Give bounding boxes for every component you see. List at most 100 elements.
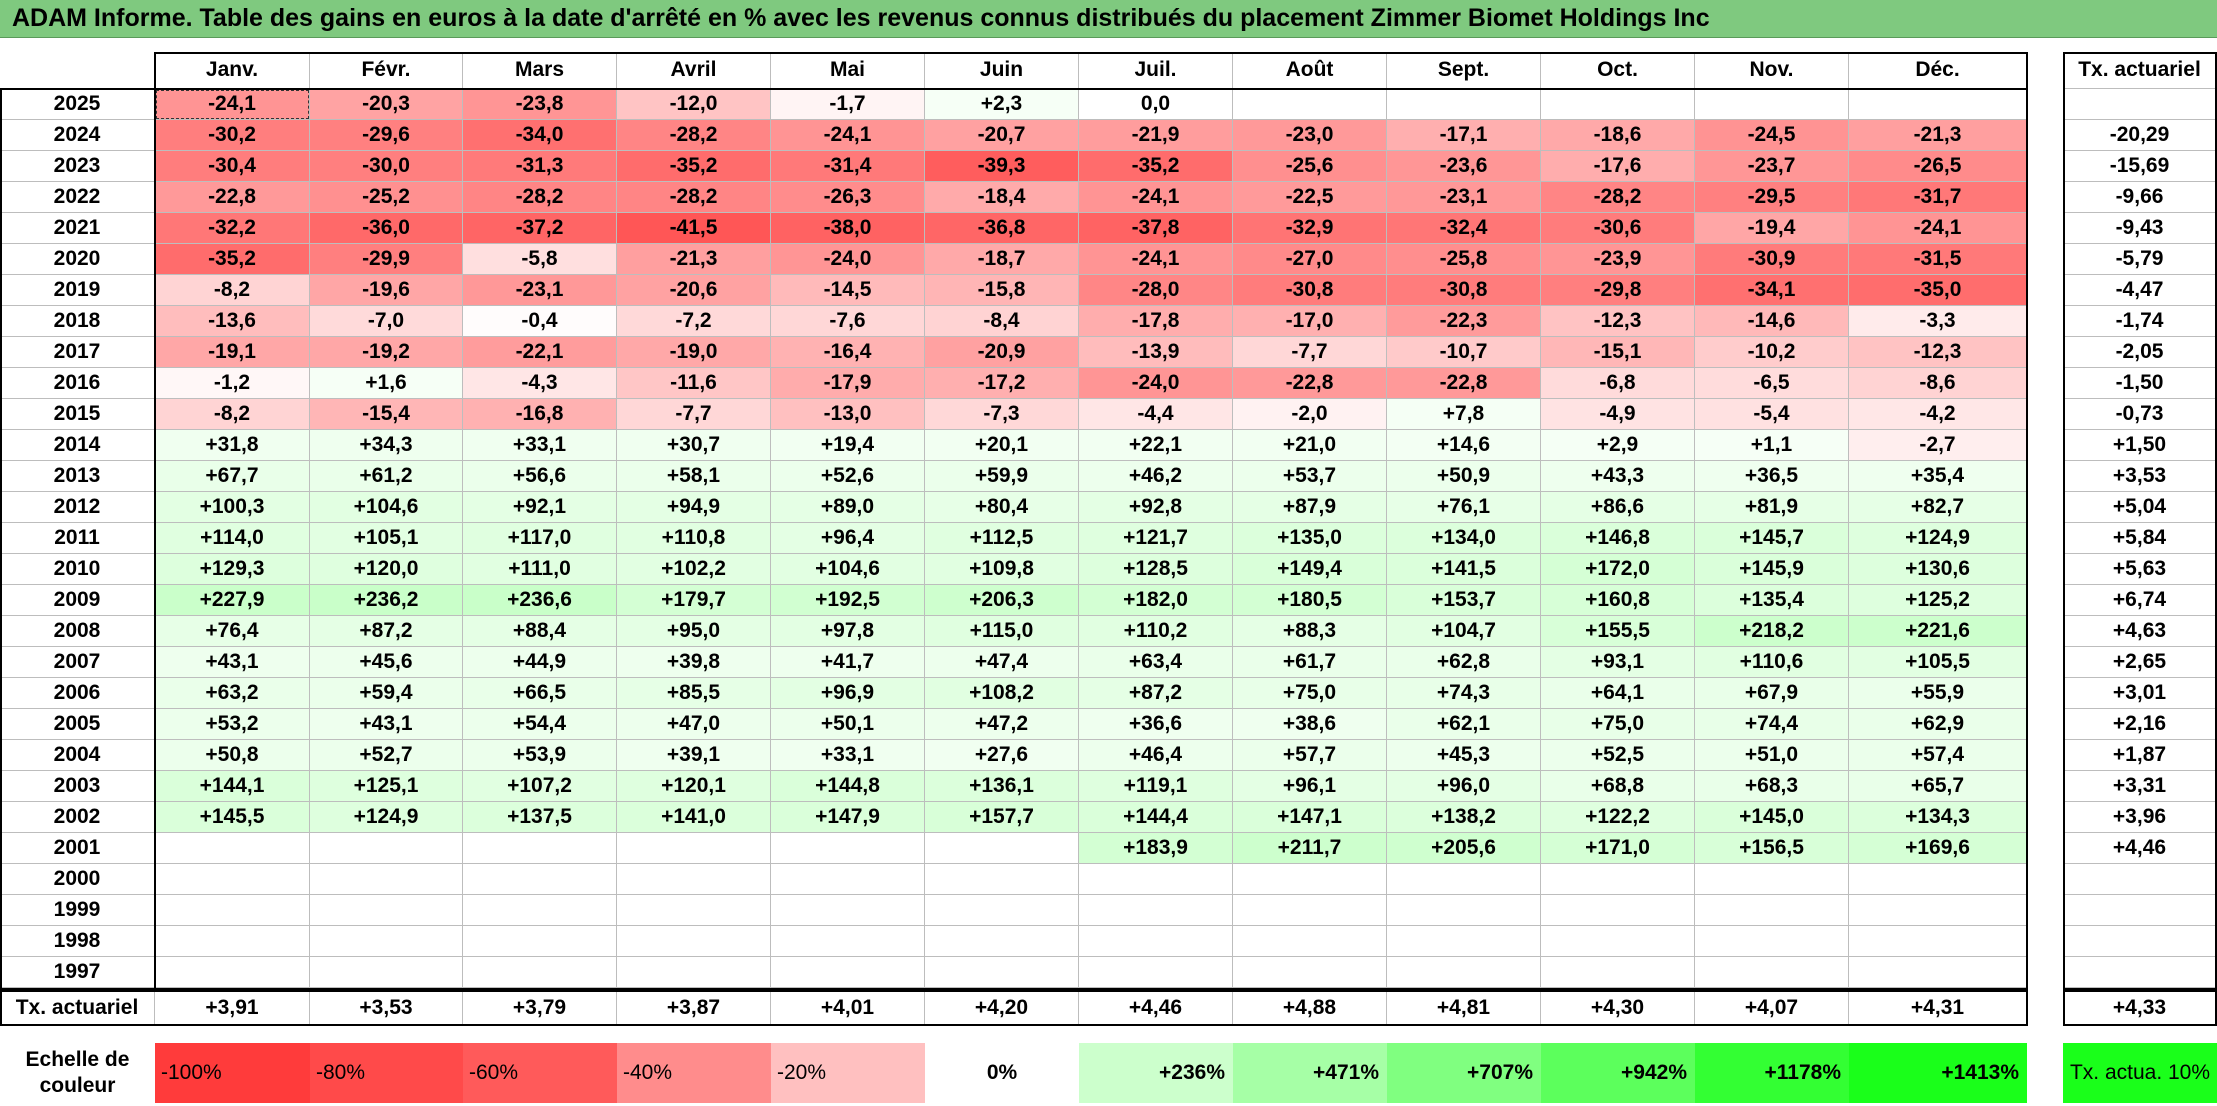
value-cell-text: -0,4 [521,309,558,332]
value-cell: +110,8 [617,523,771,554]
value-cell: -20,9 [925,337,1079,368]
value-cell-text: -2,0 [1291,402,1328,425]
value-cell-text: +44,9 [512,650,567,673]
value-cell: +135,4 [1695,585,1849,616]
value-cell: +124,9 [1849,523,2027,554]
value-cell: +88,3 [1233,616,1387,647]
value-cell: -39,3 [925,151,1079,182]
value-cell: +50,1 [771,709,925,740]
year-label: 2012 [0,492,155,523]
year-label: 2008 [0,616,155,647]
value-cell-text: +52,6 [820,464,875,487]
year-label: 2020 [0,244,155,275]
value-cell: +146,8 [1541,523,1695,554]
value-cell: -16,8 [463,399,617,430]
value-cell [617,833,771,864]
value-cell-text: -31,7 [1913,185,1962,208]
month-header: Janv. [155,52,310,89]
value-cell: +88,4 [463,616,617,647]
value-cell: +128,5 [1079,554,1233,585]
tx-value-cell [2063,926,2217,957]
value-cell [771,926,925,957]
value-cell-text: -20,9 [977,340,1026,363]
tx-value-cell: +5,04 [2063,492,2217,523]
value-cell: +130,6 [1849,554,2027,585]
value-cell-text: +7,8 [1442,402,1485,425]
year-label-text: 2006 [53,681,101,704]
value-cell-text: +115,0 [969,619,1034,642]
value-cell: +1,6 [310,368,463,399]
legend-swatch-text: +707% [1467,1061,1533,1084]
tx-value-cell-text: +3,01 [2112,681,2167,704]
value-cell-text: +120,1 [661,774,726,797]
value-cell-text: -12,3 [1913,340,1962,363]
value-cell: -7,2 [617,306,771,337]
legend-swatch-text: -60% [469,1061,519,1084]
value-cell-text: +46,4 [1128,743,1183,766]
value-cell-text: -17,1 [1439,123,1488,146]
value-cell: -17,0 [1233,306,1387,337]
value-cell: +52,6 [771,461,925,492]
title-bar: ADAM Informe. Table des gains en euros à… [0,0,2217,38]
value-cell-text: +171,0 [1585,836,1650,859]
value-cell: -4,4 [1079,399,1233,430]
value-cell: +53,7 [1233,461,1387,492]
value-cell: +157,7 [925,802,1079,833]
month-header: Sept. [1387,52,1541,89]
value-cell: +19,4 [771,430,925,461]
tx-value-cell: +4,46 [2063,833,2217,864]
legend-swatch: +471% [1233,1043,1387,1103]
value-cell-text: +54,4 [512,712,567,735]
value-cell-text: +206,3 [969,588,1034,611]
value-cell-text: -19,0 [669,340,718,363]
value-cell-text: 0,0 [1140,92,1171,115]
value-cell-text: -28,2 [1593,185,1642,208]
value-cell: -23,0 [1233,120,1387,151]
value-cell-text: +58,1 [666,464,721,487]
value-cell: +36,6 [1079,709,1233,740]
value-cell [1387,895,1541,926]
year-label-text: 2003 [53,774,101,797]
value-cell: +53,2 [155,709,310,740]
value-cell-text: -25,2 [362,185,410,208]
value-cell-text: -31,5 [1913,247,1962,270]
legend-swatch: -60% [463,1043,617,1103]
value-cell: -24,1 [155,89,310,120]
value-cell-text: -32,4 [1439,216,1488,239]
value-cell: -17,6 [1541,151,1695,182]
value-cell: +149,4 [1233,554,1387,585]
value-cell: -19,0 [617,337,771,368]
year-label: 2000 [0,864,155,895]
legend-label-text: Echelle de couleur [25,1047,130,1097]
value-cell-text: -23,8 [515,92,564,115]
value-cell [1079,895,1233,926]
value-cell [617,926,771,957]
month-header-text: Mars [514,58,565,81]
tx-value-cell-text: -1,50 [2115,371,2164,394]
value-cell: -31,7 [1849,182,2027,213]
value-cell-text: -24,1 [1913,216,1962,239]
value-cell [1695,89,1849,120]
value-cell-text: -30,9 [1747,247,1796,270]
value-cell [1541,89,1695,120]
tx-value-cell-text: +1,87 [2112,743,2167,766]
value-cell: +141,0 [617,802,771,833]
legend-tx-swatch: Tx. actua. 10% [2063,1043,2217,1103]
month-header: Déc. [1849,52,2027,89]
value-cell: +107,2 [463,771,617,802]
value-cell [1541,864,1695,895]
value-cell-text: +65,7 [1910,774,1965,797]
tx-value-cell-text: -5,79 [2115,247,2164,270]
value-cell: +61,2 [310,461,463,492]
value-cell-text: +144,1 [199,774,265,797]
value-cell-text: +59,9 [974,464,1029,487]
value-cell-text: +57,4 [1910,743,1965,766]
year-label-text: 2007 [53,650,101,673]
value-cell-text: -28,2 [669,123,718,146]
value-cell-text: +30,7 [666,433,721,456]
value-cell: +211,7 [1233,833,1387,864]
value-cell-text: +38,6 [1282,712,1337,735]
value-cell-text: +47,4 [974,650,1029,673]
year-label: 2025 [0,89,155,120]
value-cell: +172,0 [1541,554,1695,585]
